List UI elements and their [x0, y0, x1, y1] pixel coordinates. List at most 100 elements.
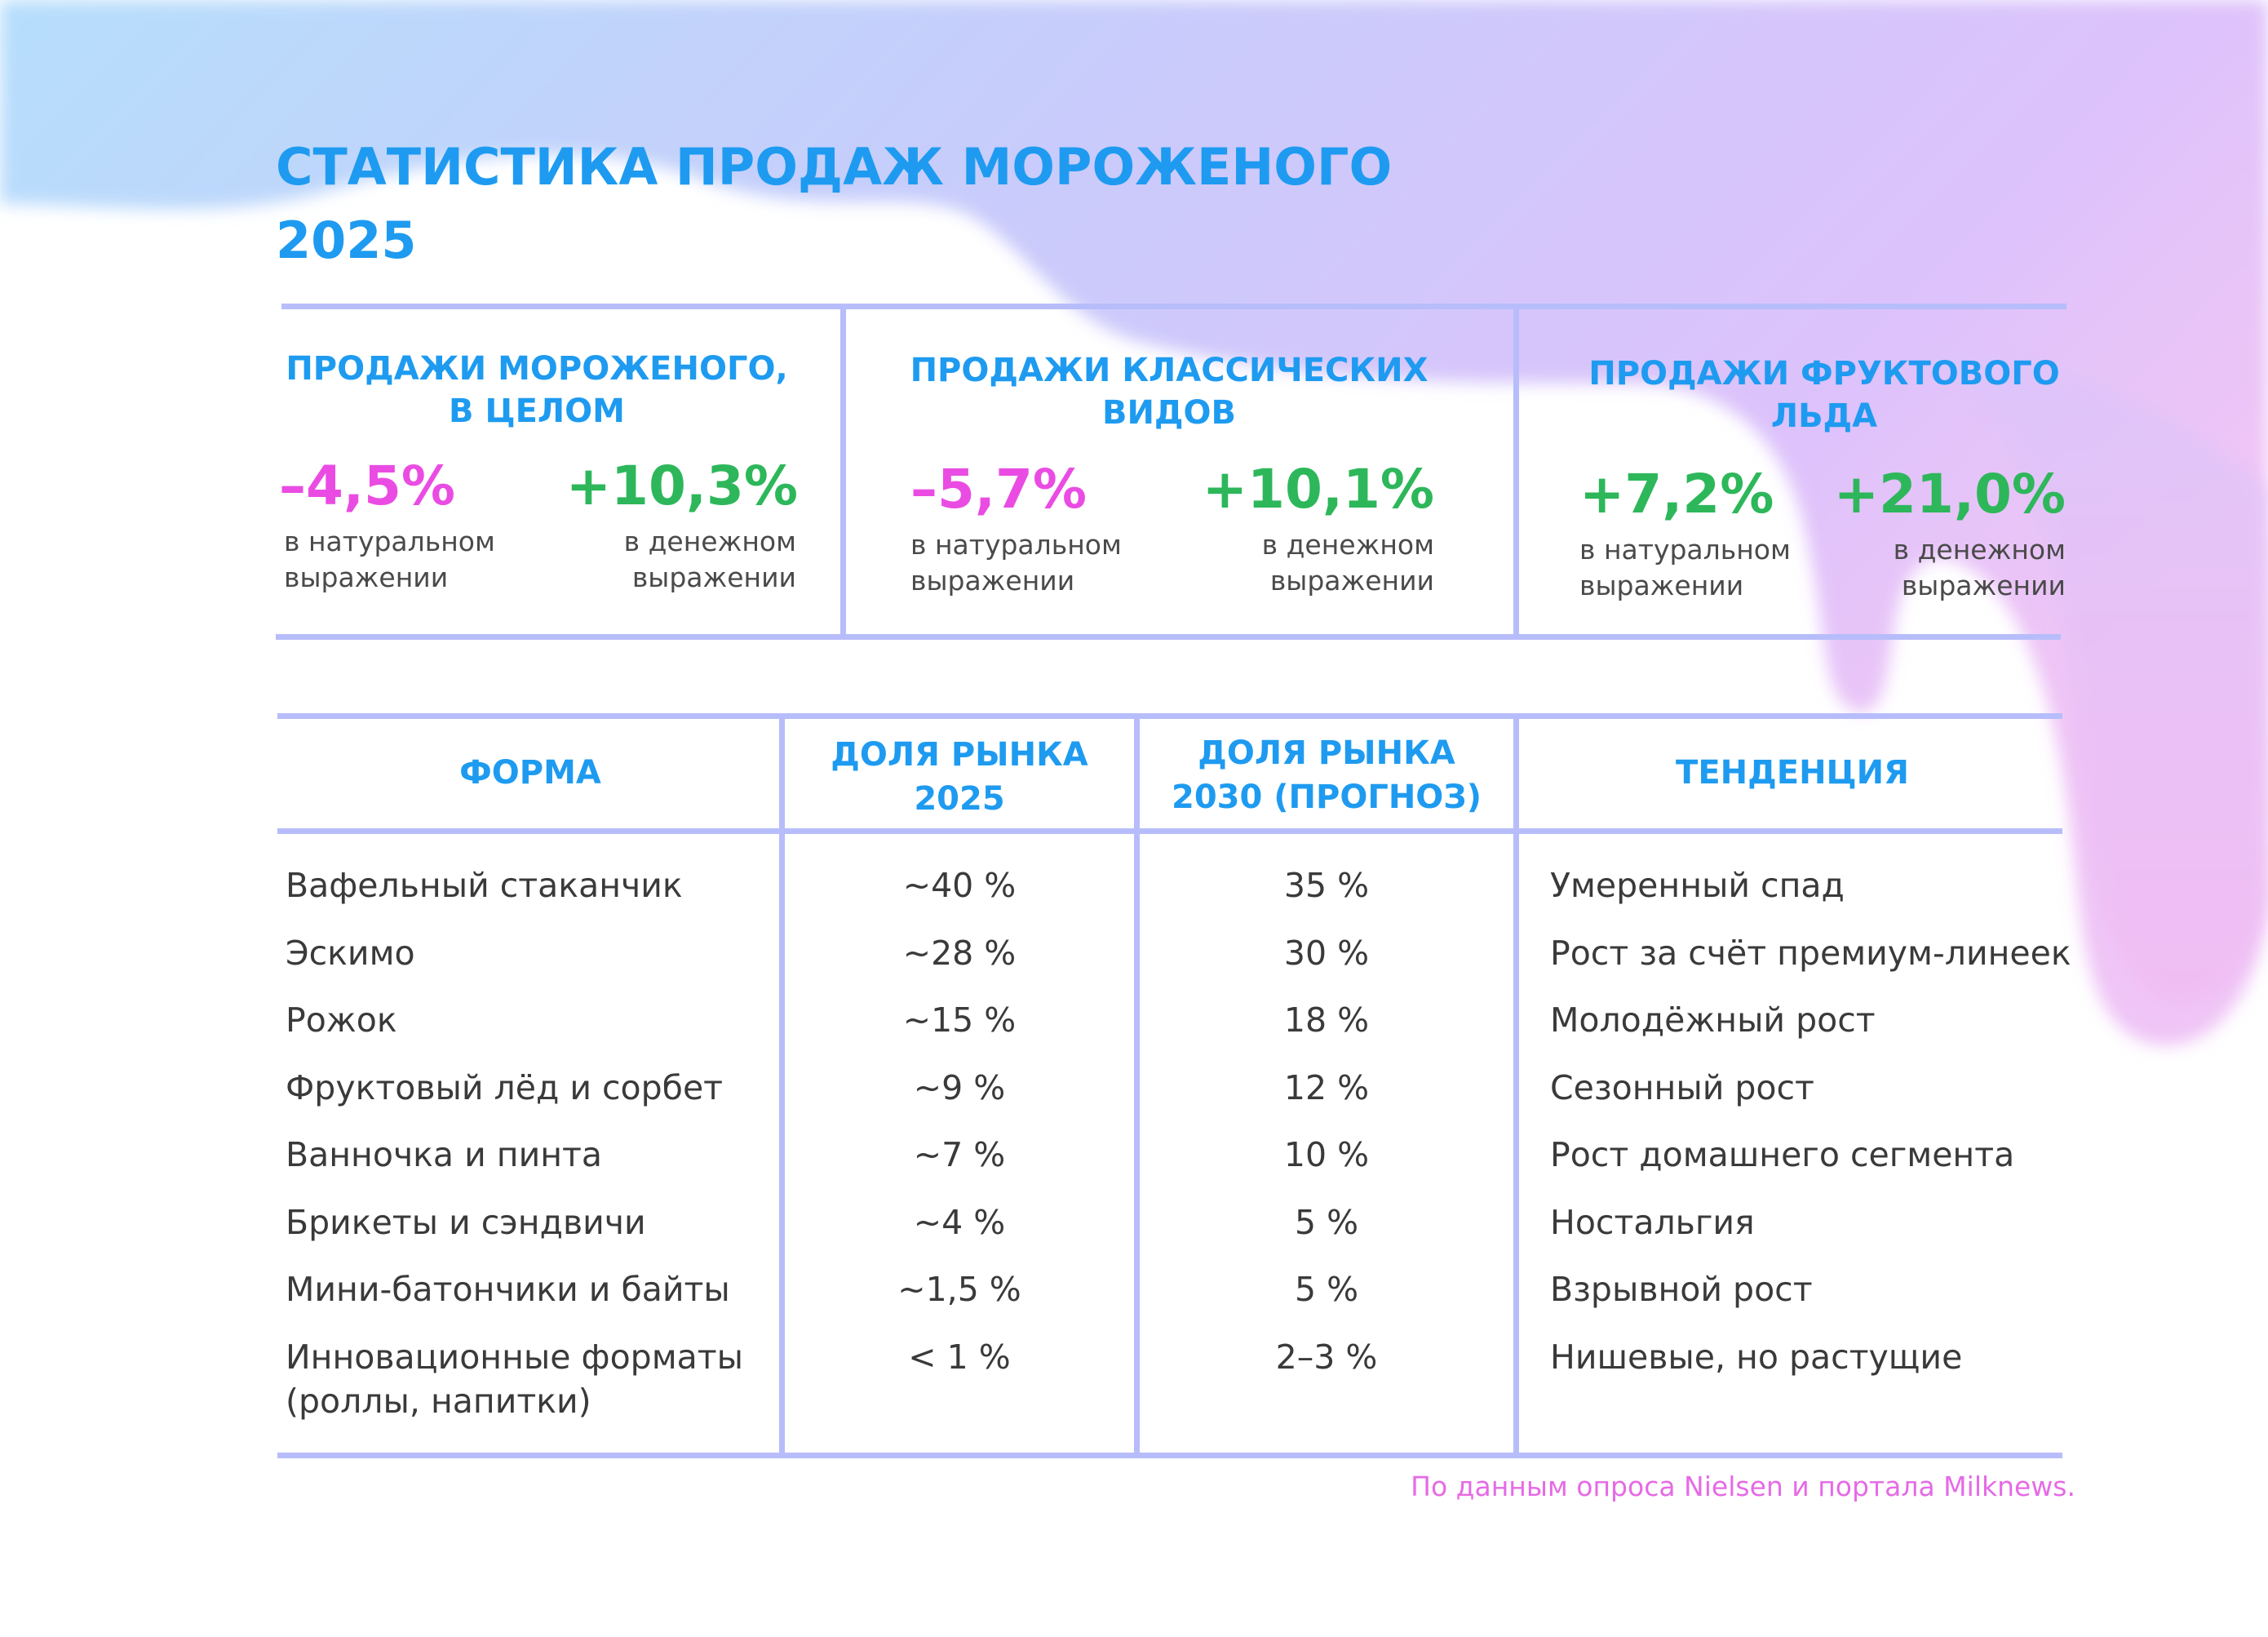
table-top-rule — [277, 713, 2062, 719]
caption-line: в натуральном — [1579, 534, 1791, 566]
cell-share-2030: 18 % — [1283, 1000, 1370, 1040]
cell-form: Фруктовый лёд и сорбет — [286, 1066, 723, 1110]
column-header-share-2030: ДОЛЯ РЫНКА 2030 (ПРОГНОЗ) — [1140, 731, 1513, 819]
caption-line: выражении — [1269, 565, 1434, 597]
stat-natural-caption: в натуральном выражении — [1579, 532, 1791, 604]
source-note: По данным опроса Nielsen и портала Milkn… — [1411, 1471, 2075, 1502]
cell-share-2025: ~4 % — [913, 1202, 1006, 1242]
cell-trend: Рост домашнего сегмента — [1550, 1135, 2015, 1174]
caption-line: в натуральном — [284, 526, 495, 557]
cell-trend: Молодёжный рост — [1550, 1000, 1876, 1040]
cell-share-2025: ~1,5 % — [897, 1270, 1021, 1309]
cell-share-2025: ~28 % — [902, 933, 1017, 973]
header-line: 2025 — [914, 780, 1005, 818]
caption-line: выражении — [631, 561, 796, 593]
cell-share-2030: 5 % — [1294, 1202, 1359, 1242]
cell-form-line: Ванночка и пинта — [286, 1135, 603, 1174]
stats-top-rule — [281, 304, 2066, 309]
caption-line: выражении — [910, 565, 1075, 597]
cell-share-2030: 5 % — [1294, 1270, 1359, 1309]
caption-line: в денежном — [1261, 529, 1434, 561]
cell-form-line: Мини-батончики и байты — [286, 1270, 730, 1309]
caption-line: в денежном — [623, 526, 796, 557]
cell-share-2025: < 1 % — [908, 1337, 1011, 1377]
stat-money-value: +10,1% — [1202, 458, 1434, 521]
header-line: 2030 (ПРОГНОЗ) — [1172, 779, 1482, 816]
cell-form-line: Фруктовый лёд и сорбет — [286, 1067, 724, 1107]
cell-share-2025: ~15 % — [902, 1000, 1017, 1040]
table-bottom-rule — [277, 1453, 2062, 1458]
caption-line: выражении — [284, 561, 449, 593]
caption-line: в денежном — [1893, 534, 2066, 566]
stat-money-caption: в денежном выражении — [1262, 527, 1434, 599]
header-line: ДОЛЯ РЫНКА — [831, 736, 1088, 774]
cell-form-line: Инновационные форматы — [286, 1337, 744, 1377]
stats-divider-2 — [1513, 307, 1519, 637]
stat-title-line-1: ПРОДАЖИ КЛАССИЧЕСКИХ — [910, 352, 1429, 389]
stat-block-classic: ПРОДАЖИ КЛАССИЧЕСКИХ ВИДОВ –5,7% +10,1% … — [904, 349, 1434, 610]
stat-title: ПРОДАЖИ МОРОЖЕНОГО, В ЦЕЛОМ — [276, 348, 798, 433]
cell-form-line: Вафельный стаканчик — [286, 866, 683, 905]
stat-title-line-1: ПРОДАЖИ ФРУКТОВОГО — [1588, 355, 2060, 393]
cell-form-line: Брикеты и сэндвичи — [286, 1202, 646, 1242]
cell-share-2025: ~7 % — [913, 1135, 1006, 1174]
cell-trend: Рост за счёт премиум-линеек — [1550, 933, 2071, 973]
cell-trend: Сезонный рост — [1550, 1067, 1814, 1107]
cell-share-2030: 30 % — [1283, 933, 1370, 973]
cell-trend: Нишевые, но растущие — [1550, 1337, 1963, 1377]
cell-share-2025: ~40 % — [902, 866, 1017, 905]
stat-money-value: +21,0% — [1833, 463, 2066, 526]
stat-natural-value: –5,7% — [910, 458, 1087, 521]
stat-title-line-2: ЛЬДА — [1770, 397, 1878, 435]
stat-title: ПРОДАЖИ КЛАССИЧЕСКИХ ВИДОВ — [904, 349, 1434, 434]
cell-form: Мини-батончики и байты — [286, 1267, 730, 1311]
page-title: СТАТИСТИКА ПРОДАЖ МОРОЖЕНОГО 2025 — [276, 131, 1663, 277]
table-divider-3 — [1513, 718, 1519, 1454]
stat-money-caption: в денежном выражении — [1894, 532, 2066, 604]
stat-natural-value: –4,5% — [279, 455, 456, 517]
header-line: ФОРМА — [459, 754, 601, 792]
cell-form-line: Рожок — [286, 1000, 397, 1040]
table-divider-2 — [1134, 718, 1140, 1454]
cell-form: Ванночка и пинта — [286, 1133, 602, 1177]
cell-share-2030: 10 % — [1283, 1135, 1370, 1174]
cell-form: Инновационные форматы (роллы, напитки) — [286, 1335, 743, 1423]
stats-divider-1 — [840, 307, 846, 637]
header-line: ТЕНДЕНЦИЯ — [1676, 754, 1909, 792]
cell-form: Эскимо — [286, 931, 415, 975]
stats-bottom-rule — [276, 634, 2061, 640]
cell-form-line: (роллы, напитки) — [286, 1381, 591, 1421]
cell-trend: Ностальгия — [1550, 1202, 1755, 1242]
cell-share-2030: 12 % — [1283, 1067, 1370, 1107]
stat-money-caption: в денежном выражении — [624, 524, 796, 596]
column-header-trend: ТЕНДЕНЦИЯ — [1519, 751, 2066, 795]
page-title-line-2: 2025 — [276, 211, 417, 270]
header-line: ДОЛЯ РЫНКА — [1198, 734, 1455, 772]
cell-share-2030: 2–3 % — [1275, 1337, 1378, 1377]
stat-title: ПРОДАЖИ ФРУКТОВОГО ЛЬДА — [1579, 353, 2069, 437]
stat-title-line-1: ПРОДАЖИ МОРОЖЕНОГО, — [286, 350, 788, 388]
cell-trend: Взрывной рост — [1550, 1270, 1813, 1309]
stat-natural-caption: в натуральном выражении — [910, 527, 1122, 599]
cell-share-2030: 35 % — [1283, 866, 1370, 905]
cell-form: Брикеты и сэндвичи — [286, 1200, 646, 1244]
cell-form: Рожок — [286, 998, 397, 1042]
column-header-share-2025: ДОЛЯ РЫНКА 2025 — [785, 733, 1134, 821]
table-divider-1 — [779, 718, 785, 1454]
stat-title-line-2: В ЦЕЛОМ — [449, 393, 625, 430]
column-header-form: ФОРМА — [281, 751, 779, 795]
cell-trend: Умеренный спад — [1550, 866, 1845, 905]
cell-form-line: Эскимо — [286, 933, 415, 973]
stat-title-line-2: ВИДОВ — [1101, 394, 1237, 432]
caption-line: выражении — [1901, 570, 2066, 601]
stat-block-total: ПРОДАЖИ МОРОЖЕНОГО, В ЦЕЛОМ –4,5% +10,3%… — [276, 348, 798, 609]
stat-money-value: +10,3% — [565, 455, 798, 517]
table-header-rule — [277, 828, 2062, 834]
stat-natural-value: +7,2% — [1579, 463, 1774, 526]
caption-line: выражении — [1579, 570, 1744, 601]
stat-block-fruit-ice: ПРОДАЖИ ФРУКТОВОГО ЛЬДА +7,2% +21,0% в н… — [1579, 353, 2069, 614]
cell-form: Вафельный стаканчик — [286, 863, 683, 907]
page-title-line-1: СТАТИСТИКА ПРОДАЖ МОРОЖЕНОГО — [276, 137, 1393, 197]
cell-share-2025: ~9 % — [913, 1067, 1006, 1107]
